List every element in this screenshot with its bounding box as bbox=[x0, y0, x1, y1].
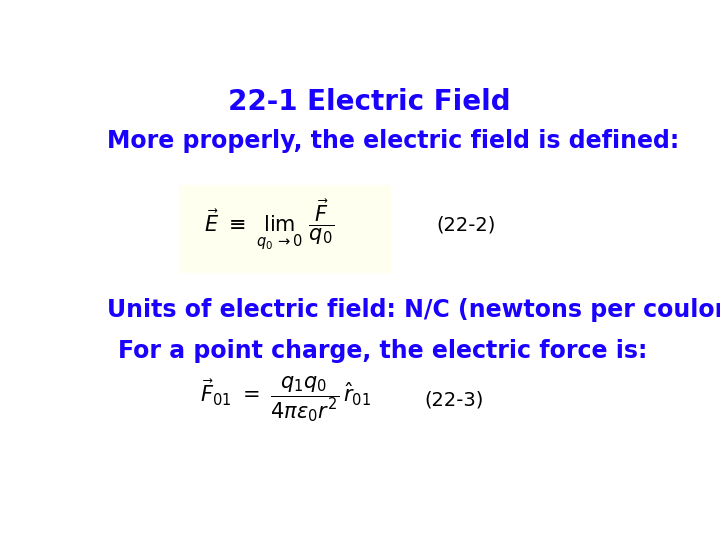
Text: $\vec{F}_{01}\ =\ \dfrac{q_1 q_0}{4\pi\varepsilon_0 r^2}\,\hat{r}_{01}$: $\vec{F}_{01}\ =\ \dfrac{q_1 q_0}{4\pi\v… bbox=[199, 375, 371, 424]
Text: More properly, the electric field is defined:: More properly, the electric field is def… bbox=[107, 129, 679, 153]
Text: (22-2): (22-2) bbox=[436, 215, 495, 234]
Text: 22-1 Electric Field: 22-1 Electric Field bbox=[228, 87, 510, 116]
Text: Units of electric field: N/C (newtons per coulomb): Units of electric field: N/C (newtons pe… bbox=[107, 298, 720, 322]
Text: $\vec{E}\ \equiv\ \lim_{q_0 \rightarrow 0}\ \dfrac{\vec{F}}{q_0}$: $\vec{E}\ \equiv\ \lim_{q_0 \rightarrow … bbox=[204, 198, 333, 252]
Text: (22-3): (22-3) bbox=[425, 390, 484, 409]
Text: For a point charge, the electric force is:: For a point charge, the electric force i… bbox=[118, 339, 647, 363]
FancyBboxPatch shape bbox=[179, 185, 392, 273]
